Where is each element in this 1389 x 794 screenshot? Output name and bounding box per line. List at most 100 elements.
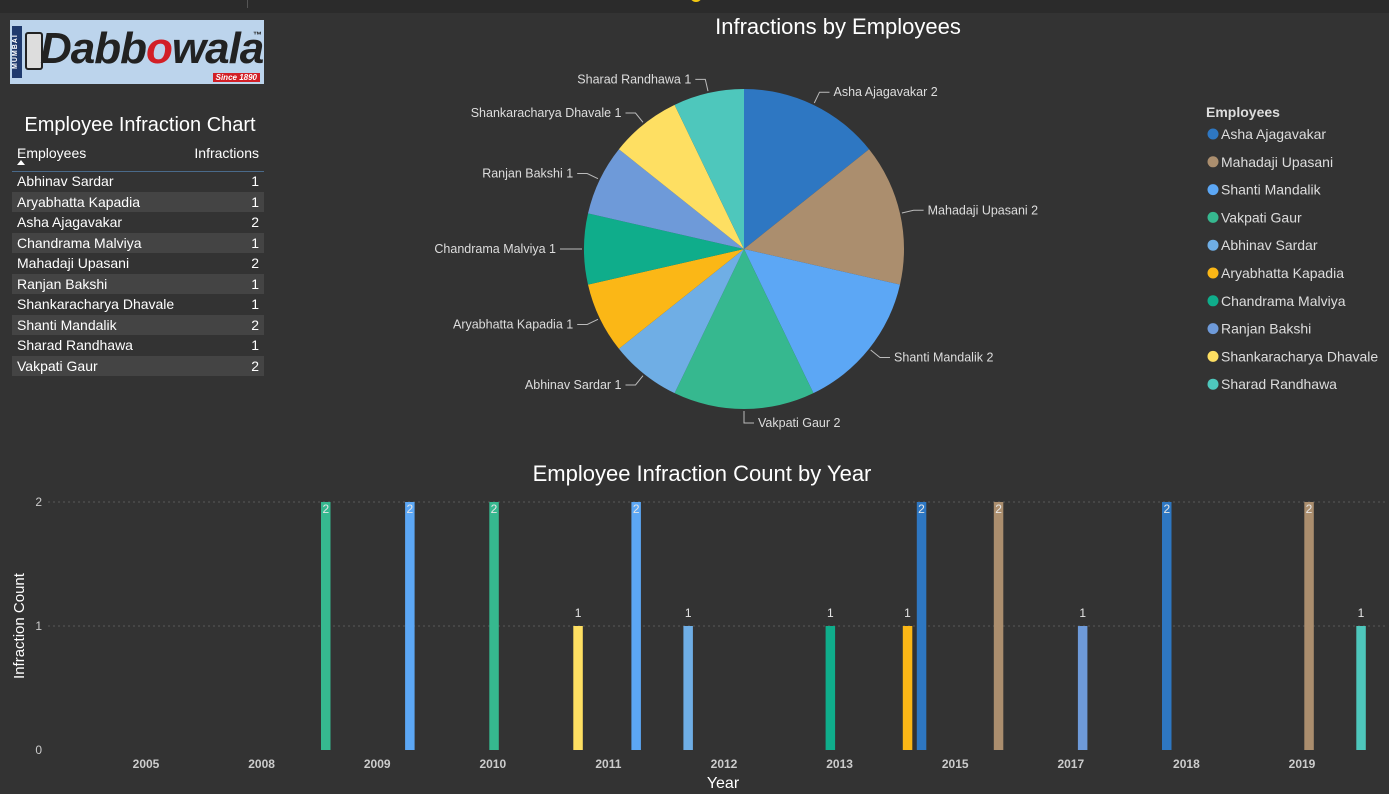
pie-slice-asha-ajagavakar[interactable] (744, 89, 870, 249)
legend-marker (1207, 239, 1219, 251)
table-row[interactable]: Sharad Randhawa 1 (12, 335, 264, 356)
bar-data-label: 2 (995, 502, 1002, 516)
top-divider (247, 0, 248, 8)
bar-mahadaji-upasani-2015[interactable] (993, 502, 1004, 750)
logo-trademark: ™ (253, 30, 262, 40)
bar-sharad-randhawa-2019[interactable] (1356, 626, 1366, 750)
table-row[interactable]: Shankaracharya Dhavale 1 (12, 294, 264, 315)
bar-shankaracharya-dhavale-2010[interactable] (573, 626, 583, 750)
bar-mahadaji-upasani-2019[interactable] (1304, 502, 1314, 750)
header-employees[interactable]: Employees (17, 145, 87, 161)
row-employee: Abhinav Sardar (17, 173, 114, 189)
pie-leader-line (870, 349, 890, 358)
row-infractions: 1 (251, 337, 259, 353)
pie-data-label: Vakpati Gaur 2 (758, 416, 841, 430)
legend-item-chandrama-malviya[interactable]: Chandrama Malviya (1221, 293, 1346, 309)
legend-item-mahadaji-upasani[interactable]: Mahadaji Upasani (1221, 154, 1333, 170)
pie-data-label: Asha Ajagavakar 2 (833, 85, 937, 99)
legend-item-abhinav-sardar[interactable]: Abhinav Sardar (1221, 237, 1318, 253)
pie-slice-chandrama-malviya[interactable] (583, 213, 744, 285)
row-infractions: 2 (251, 255, 259, 271)
bar-data-label: 1 (685, 606, 692, 620)
pie-slice-shanti-mandalik[interactable] (744, 249, 900, 394)
bar-abhinav-sardar-2011[interactable] (683, 626, 693, 750)
table-row[interactable]: Shanti Mandalik 2 (12, 314, 264, 335)
bar-data-label: 2 (322, 502, 329, 516)
bar-chart-title: Employee Infraction Count by Year (533, 461, 872, 486)
pie-chart-title: Infractions by Employees (715, 14, 961, 39)
bar-shanti-mandalik-2011[interactable] (631, 502, 641, 750)
x-tick-label: 2010 (479, 757, 506, 771)
row-employee: Aryabhatta Kapadia (17, 193, 140, 210)
pie-leader-line (813, 91, 830, 104)
pie-leader-line (625, 112, 644, 123)
bar-ranjan-bakshi-2016[interactable] (1077, 626, 1088, 750)
legend-item-sharad-randhawa[interactable]: Sharad Randhawa (1221, 376, 1337, 392)
pie-leader-line (743, 411, 754, 424)
pie-chart: Asha Ajagavakar 2 Mahadaji Upasani 2 Shant… (434, 72, 1038, 430)
bar-data-label: 1 (1358, 606, 1365, 620)
pie-data-label: Sharad Randhawa 1 (577, 72, 691, 86)
table-row[interactable]: Mahadaji Upasani 2 (12, 253, 264, 274)
bar-asha-ajagavakar-2017[interactable] (1162, 502, 1172, 750)
header-infractions[interactable]: Infractions (194, 145, 259, 161)
table-row[interactable]: Aryabhatta Kapadia 1 (12, 191, 264, 212)
pie-slice-ranjan-bakshi[interactable] (588, 149, 744, 249)
x-tick-label: 2017 (1057, 757, 1084, 771)
row-employee: Shankaracharya Dhavale (17, 296, 175, 312)
x-tick-label: 2008 (248, 757, 275, 771)
bar-shanti-mandalik-2008[interactable] (405, 502, 415, 750)
x-tick-label: 2019 (1289, 757, 1316, 771)
row-infractions: 1 (251, 173, 259, 189)
table-row[interactable]: Vakpati Gaur 2 (12, 355, 264, 376)
pie-slice-aryabhatta-kapadia[interactable] (588, 249, 744, 349)
legend-item-ranjan-bakshi[interactable]: Ranjan Bakshi (1221, 321, 1311, 337)
legend-item-shankaracharya-dhavale[interactable]: Shankaracharya Dhavale (1221, 348, 1378, 364)
x-tick-label: 2011 (595, 757, 621, 771)
pie-slice-sharad-randhawa[interactable] (674, 89, 744, 249)
bar-aryabhatta-kapadia-2014[interactable] (902, 626, 913, 750)
bar-data-label: 1 (827, 606, 834, 620)
bar-y-axis-label: Infraction Count (11, 572, 28, 679)
bar-vakpati-gaur-2007[interactable] (321, 502, 331, 750)
dabbawala-logo: MUMBAI Dabbowala ™ Since 1890 (10, 20, 264, 84)
legend-marker (1207, 267, 1219, 279)
table-row[interactable]: Ranjan Bakshi 1 (12, 273, 264, 294)
legend-marker (1207, 184, 1219, 196)
row-infractions: 1 (251, 193, 259, 210)
legend-marker (1207, 211, 1219, 223)
pie-slice-abhinav-sardar[interactable] (618, 249, 744, 394)
legend-marker (1207, 350, 1219, 362)
table-row[interactable]: Chandrama Malviya 1 (12, 232, 264, 253)
bar-asha-ajagavakar-2014[interactable] (916, 502, 927, 750)
bar-data-label: 2 (407, 502, 414, 516)
bar-vakpati-gaur-2009[interactable] (489, 502, 499, 750)
x-tick-label: 2015 (942, 757, 969, 771)
legend-item-vakpati-gaur[interactable]: Vakpati Gaur (1221, 209, 1302, 225)
legend-marker (1207, 295, 1219, 307)
row-employee: Shanti Mandalik (17, 316, 117, 333)
legend-item-asha-ajagavakar[interactable]: Asha Ajagavakar (1221, 126, 1326, 142)
legend-item-shanti-mandalik[interactable]: Shanti Mandalik (1221, 182, 1322, 198)
table-row[interactable]: Abhinav Sardar 1 (12, 171, 264, 192)
top-indicator (690, 0, 702, 2)
legend-marker (1207, 378, 1219, 390)
pie-data-label: Mahadaji Upasani 2 (928, 203, 1039, 217)
legend-item-aryabhatta-kapadia[interactable]: Aryabhatta Kapadia (1221, 265, 1344, 281)
bar-data-label: 2 (1306, 502, 1313, 516)
logo-since: Since 1890 (212, 73, 260, 82)
table-row[interactable]: Asha Ajagavakar 2 (12, 212, 264, 233)
bar-data-label: 1 (904, 606, 911, 620)
sort-ascending-icon (17, 160, 25, 165)
pie-slice-vakpati-gaur[interactable] (674, 249, 814, 410)
top-bar (0, 0, 1389, 13)
bar-chandrama-malviya-2013[interactable] (825, 626, 836, 750)
row-employee: Chandrama Malviya (17, 234, 142, 251)
bar-data-label: 2 (1163, 502, 1170, 516)
legend-marker (1207, 128, 1219, 140)
pie-data-label: Chandrama Malviya 1 (434, 242, 556, 256)
row-employee: Asha Ajagavakar (17, 214, 123, 230)
pie-slice-shankaracharya-dhavale[interactable] (618, 104, 744, 249)
pie-legend: Asha Ajagavakar Mahadaji Upasani Shanti Ma… (1207, 126, 1378, 392)
pie-slice-mahadaji-upasani[interactable] (744, 149, 905, 285)
